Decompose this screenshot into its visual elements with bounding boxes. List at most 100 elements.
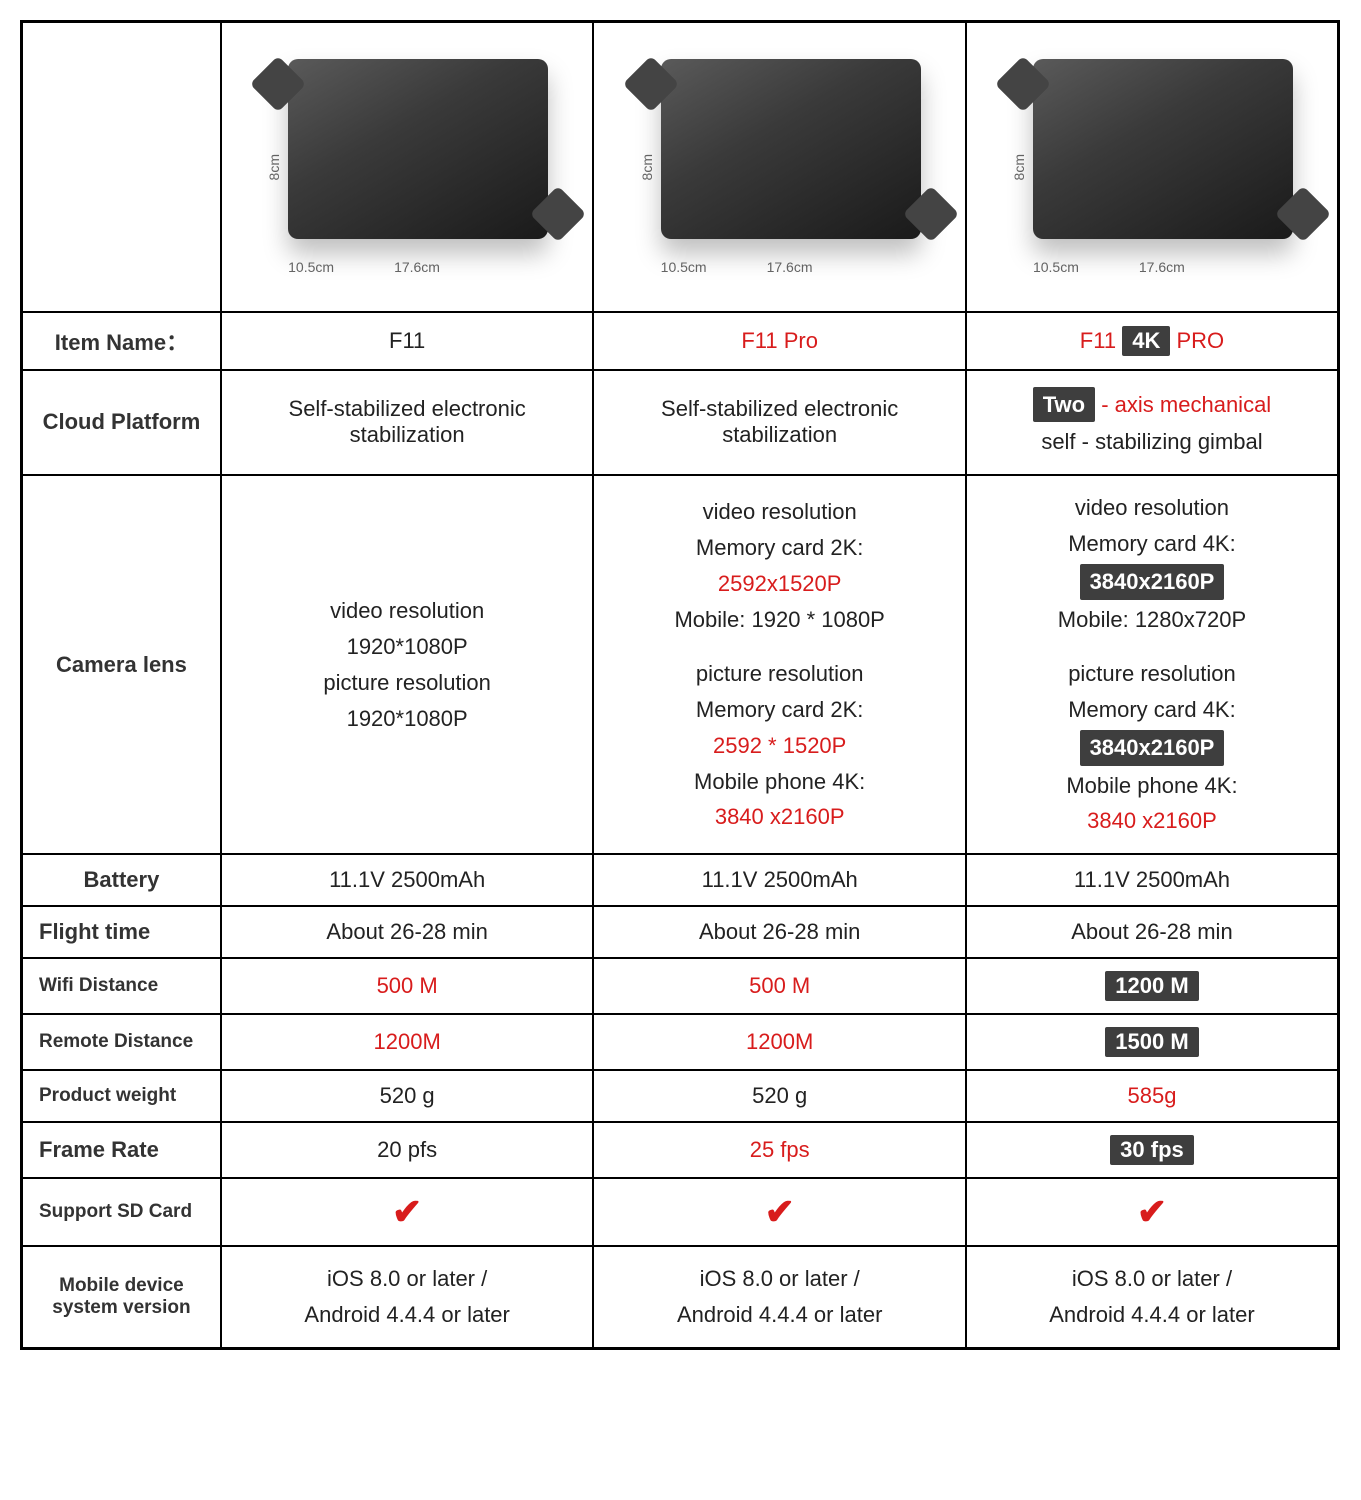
row-product-weight: Product weight 520 g 520 g 585g <box>22 1070 1339 1122</box>
md-c3-l1: iOS 8.0 or later / <box>975 1263 1329 1295</box>
c2-l9: 3840 x2160P <box>602 801 957 833</box>
c3-l2: Memory card 4K: <box>975 528 1329 560</box>
product-image-f11: 8cm 10.5cm 17.6cm <box>221 22 594 312</box>
sd-card-c1: ✔ <box>221 1178 594 1246</box>
mobile-device-c2: iOS 8.0 or later / Android 4.4.4 or late… <box>593 1246 966 1348</box>
c1-l4: 1920*1080P <box>230 703 585 735</box>
c3-l1: video resolution <box>975 492 1329 524</box>
product-weight-c1: 520 g <box>221 1070 594 1122</box>
row-remote-distance: Remote Distance 1200M 1200M 1500 M <box>22 1014 1339 1070</box>
product-weight-c3: 585g <box>966 1070 1339 1122</box>
product-weight-c2: 520 g <box>593 1070 966 1122</box>
wifi-distance-c2: 500 M <box>593 958 966 1014</box>
row-camera-lens: Camera lens video resolution 1920*1080P … <box>22 475 1339 854</box>
label-item-name: Item Name： <box>22 312 221 370</box>
label-mobile-device: Mobile device system version <box>22 1246 221 1348</box>
cloud-platform-c1: Self-stabilized electronic stabilization <box>221 370 594 476</box>
md-c2-l1: iOS 8.0 or later / <box>602 1263 957 1295</box>
check-icon: ✔ <box>392 1191 422 1232</box>
c2-l4: Mobile: 1920 * 1080P <box>602 604 957 636</box>
label-cloud-platform: Cloud Platform <box>22 370 221 476</box>
check-icon: ✔ <box>1137 1191 1167 1232</box>
wifi-distance-c1: 500 M <box>221 958 594 1014</box>
c2-l5: picture resolution <box>602 658 957 690</box>
row-sd-card: Support SD Card ✔ ✔ ✔ <box>22 1178 1339 1246</box>
check-icon: ✔ <box>765 1191 795 1232</box>
drone-icon <box>1033 59 1293 239</box>
label-sd-card: Support SD Card <box>22 1178 221 1246</box>
label-battery: Battery <box>22 854 221 906</box>
c2-l3: 2592x1520P <box>602 568 957 600</box>
item-name-c1: F11 <box>221 312 594 370</box>
cloud-platform-c3-red: - axis mechanical <box>1101 392 1271 417</box>
row-battery: Battery 11.1V 2500mAh 11.1V 2500mAh 11.1… <box>22 854 1339 906</box>
row-flight-time: Flight time About 26-28 min About 26-28 … <box>22 906 1339 958</box>
item-name-c3-prefix: F11 <box>1080 328 1116 353</box>
dim-width: 17.6cm <box>767 259 813 275</box>
battery-c2: 11.1V 2500mAh <box>593 854 966 906</box>
cloud-platform-c3-line2: self - stabilizing gimbal <box>975 426 1329 458</box>
row-mobile-device: Mobile device system version iOS 8.0 or … <box>22 1246 1339 1348</box>
c2-l7: 2592 * 1520P <box>602 730 957 762</box>
image-row-label <box>22 22 221 312</box>
flight-time-c3: About 26-28 min <box>966 906 1339 958</box>
md-c1-l2: Android 4.4.4 or later <box>230 1299 585 1331</box>
c3-l7: 3840x2160P <box>1080 730 1225 766</box>
cloud-platform-c3-badge: Two <box>1033 387 1095 423</box>
c3-l3: 3840x2160P <box>1080 564 1225 600</box>
product-image-f114kpro: 8cm 10.5cm 17.6cm <box>966 22 1339 312</box>
frame-rate-c1: 20 pfs <box>221 1122 594 1178</box>
camera-lens-c3: video resolution Memory card 4K: 3840x21… <box>966 475 1339 854</box>
c2-l1: video resolution <box>602 496 957 528</box>
product-image-f11pro: 8cm 10.5cm 17.6cm <box>593 22 966 312</box>
c2-l8: Mobile phone 4K: <box>602 766 957 798</box>
cloud-platform-c2: Self-stabilized electronic stabilization <box>593 370 966 476</box>
remote-distance-c1: 1200M <box>221 1014 594 1070</box>
remote-distance-c3-badge: 1500 M <box>1105 1027 1198 1057</box>
wifi-distance-c3: 1200 M <box>966 958 1339 1014</box>
comparison-table: 8cm 10.5cm 17.6cm 8cm 10.5cm 17.6cm <box>20 20 1340 1350</box>
camera-lens-c2: video resolution Memory card 2K: 2592x15… <box>593 475 966 854</box>
c2-l6: Memory card 2K: <box>602 694 957 726</box>
dim-depth: 10.5cm <box>288 259 334 275</box>
md-c1-l1: iOS 8.0 or later / <box>230 1263 585 1295</box>
c3-l4: Mobile: 1280x720P <box>975 604 1329 636</box>
item-name-c3-suffix: PRO <box>1176 328 1224 353</box>
item-name-c3: F11 4K PRO <box>966 312 1339 370</box>
md-c3-l2: Android 4.4.4 or later <box>975 1299 1329 1331</box>
row-item-name: Item Name： F11 F11 Pro F11 4K PRO <box>22 312 1339 370</box>
image-row: 8cm 10.5cm 17.6cm 8cm 10.5cm 17.6cm <box>22 22 1339 312</box>
drone-icon <box>288 59 548 239</box>
battery-c3: 11.1V 2500mAh <box>966 854 1339 906</box>
battery-c1: 11.1V 2500mAh <box>221 854 594 906</box>
frame-rate-c3: 30 fps <box>966 1122 1339 1178</box>
row-frame-rate: Frame Rate 20 pfs 25 fps 30 fps <box>22 1122 1339 1178</box>
row-wifi-distance: Wifi Distance 500 M 500 M 1200 M <box>22 958 1339 1014</box>
mobile-device-c3: iOS 8.0 or later / Android 4.4.4 or late… <box>966 1246 1339 1348</box>
label-flight-time: Flight time <box>22 906 221 958</box>
dim-width: 17.6cm <box>394 259 440 275</box>
wifi-distance-c3-badge: 1200 M <box>1105 971 1198 1001</box>
label-camera-lens: Camera lens <box>22 475 221 854</box>
c3-l8: Mobile phone 4K: <box>975 770 1329 802</box>
c3-l9: 3840 x2160P <box>975 805 1329 837</box>
label-remote-distance: Remote Distance <box>22 1014 221 1070</box>
c1-l2: 1920*1080P <box>230 631 585 663</box>
remote-distance-c2: 1200M <box>593 1014 966 1070</box>
remote-distance-c3: 1500 M <box>966 1014 1339 1070</box>
c1-l3: picture resolution <box>230 667 585 699</box>
camera-lens-c1: video resolution 1920*1080P picture reso… <box>221 475 594 854</box>
sd-card-c3: ✔ <box>966 1178 1339 1246</box>
frame-rate-c3-badge: 30 fps <box>1110 1135 1194 1165</box>
c2-l2: Memory card 2K: <box>602 532 957 564</box>
flight-time-c2: About 26-28 min <box>593 906 966 958</box>
sd-card-c2: ✔ <box>593 1178 966 1246</box>
c3-l6: Memory card 4K: <box>975 694 1329 726</box>
dim-height: 8cm <box>639 154 655 180</box>
dim-depth: 10.5cm <box>661 259 707 275</box>
mobile-device-c1: iOS 8.0 or later / Android 4.4.4 or late… <box>221 1246 594 1348</box>
item-name-c2: F11 Pro <box>593 312 966 370</box>
dim-height: 8cm <box>266 154 282 180</box>
dim-width: 17.6cm <box>1139 259 1185 275</box>
label-wifi-distance: Wifi Distance <box>22 958 221 1014</box>
